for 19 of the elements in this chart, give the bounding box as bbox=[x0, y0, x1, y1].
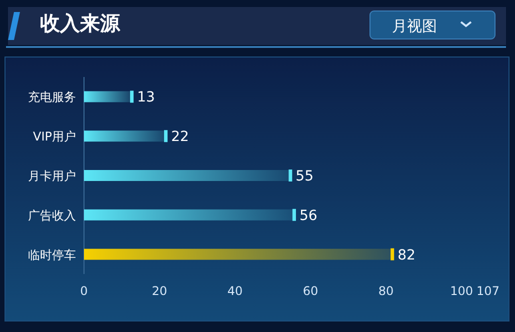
x-tick-label: 0 bbox=[80, 284, 88, 298]
x-tick-label: 100 bbox=[450, 284, 474, 298]
data-label: 13 bbox=[137, 90, 155, 106]
x-tick-label: 107 bbox=[476, 284, 500, 298]
data-label: 55 bbox=[296, 168, 314, 184]
data-label: 82 bbox=[398, 247, 416, 264]
y-tick-label: 临时停车 bbox=[28, 248, 76, 262]
y-tick-label: 充电服务 bbox=[28, 90, 76, 104]
data-label: 22 bbox=[171, 129, 189, 146]
data-label: 56 bbox=[299, 208, 318, 224]
y-tick-label: 月卡用户 bbox=[28, 169, 76, 183]
y-tick-label: 广告收入 bbox=[28, 208, 76, 222]
title: 收入来源 bbox=[40, 11, 120, 35]
x-tick-label: 60 bbox=[302, 284, 318, 298]
x-tick-label: 20 bbox=[152, 284, 168, 298]
dropdown: 月视图 bbox=[370, 10, 496, 40]
x-tick-label: 40 bbox=[227, 284, 243, 298]
x-tick-label: 80 bbox=[378, 284, 394, 298]
y-tick-label: VIP用户 bbox=[33, 130, 76, 144]
